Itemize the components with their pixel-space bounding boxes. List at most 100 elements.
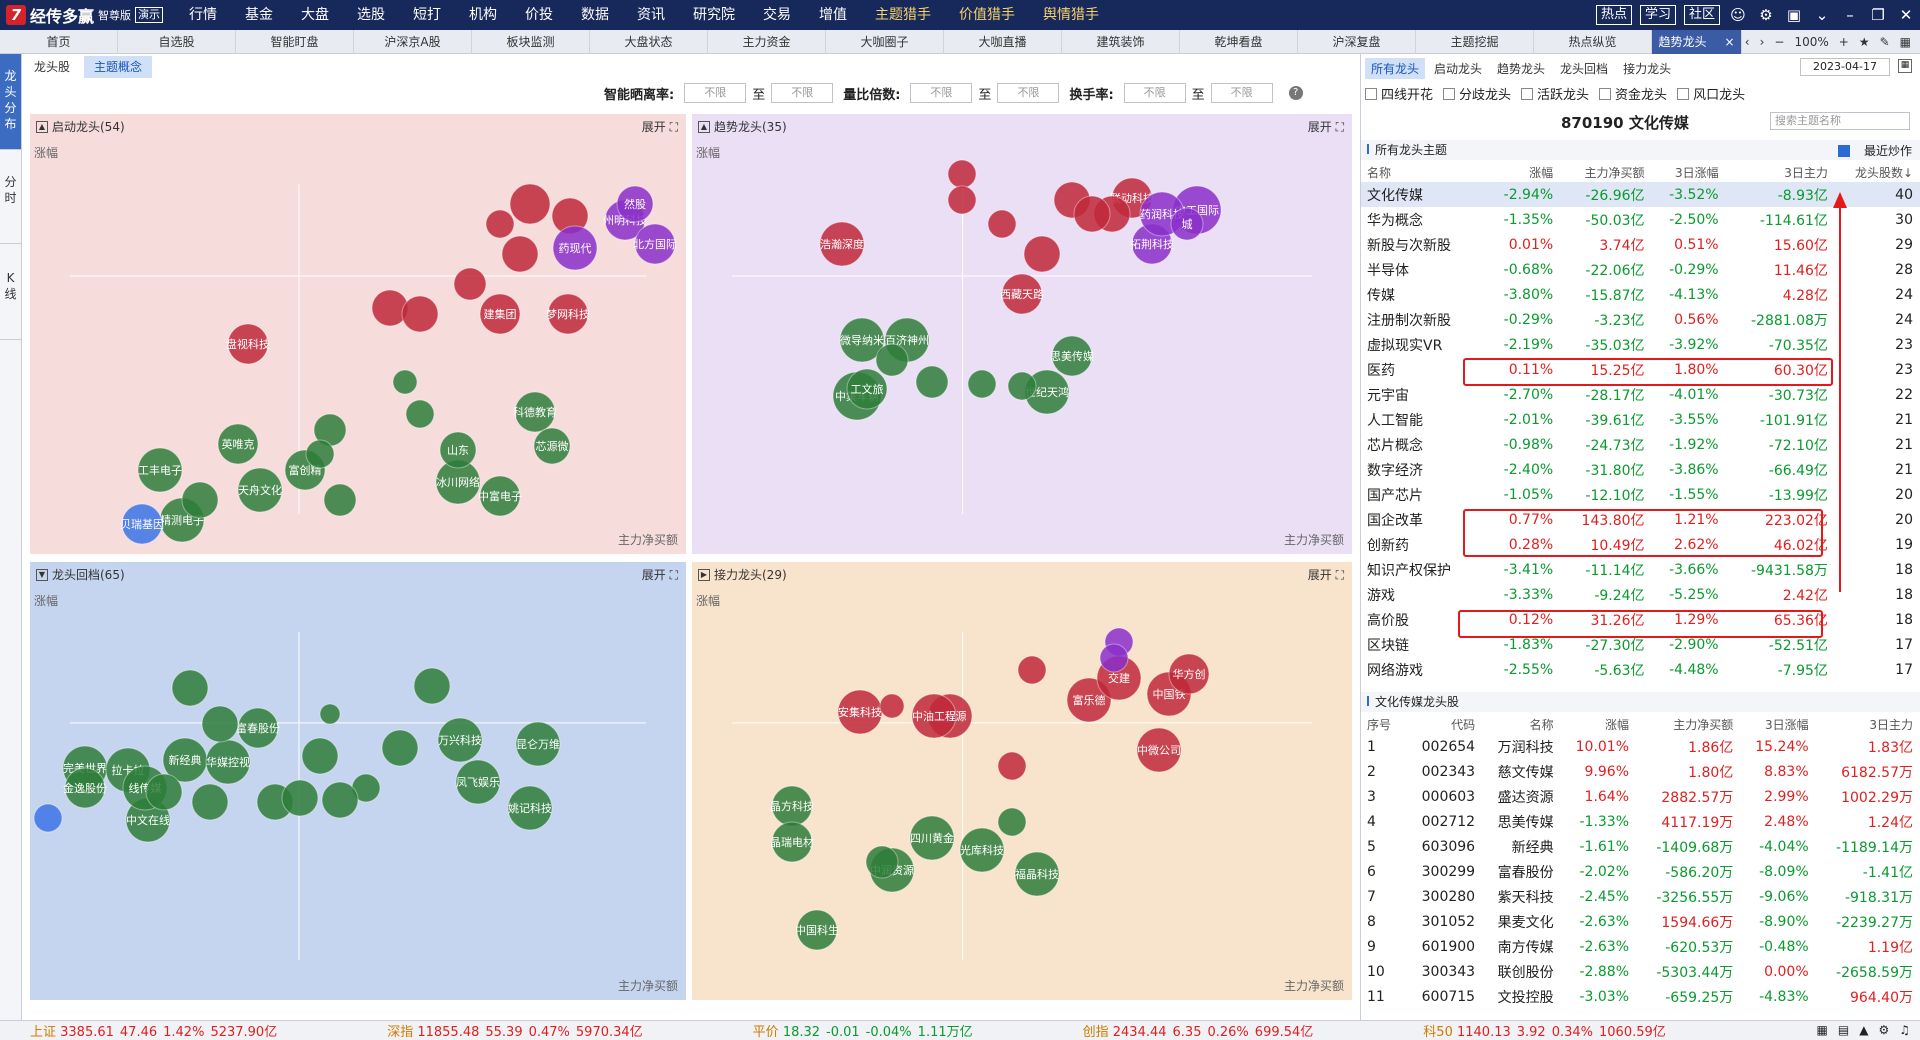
- bubble-circle[interactable]: [915, 365, 949, 399]
- close-icon[interactable]: ×: [1724, 34, 1735, 49]
- table-row[interactable]: 华为概念 -1.35% -50.03亿 -2.50% -114.61亿 30: [1361, 207, 1920, 232]
- stock-bubble[interactable]: 富春股份: [236, 707, 280, 749]
- table-row[interactable]: 11 600715 文投控股 -3.03% -659.25万 -4.83% 964.40万: [1361, 984, 1920, 1009]
- stock-bubble[interactable]: 西藏天路: [1000, 273, 1044, 315]
- column-header[interactable]: 龙头股数↓: [1854, 165, 1913, 180]
- bubble-circle[interactable]: [1023, 235, 1061, 273]
- checkbox-icon[interactable]: [1521, 87, 1534, 100]
- tab-item[interactable]: 自选股: [118, 29, 236, 54]
- leader-tab[interactable]: 所有龙头: [1365, 58, 1426, 79]
- stock-bubble[interactable]: [485, 209, 515, 239]
- bubble-circle[interactable]: [533, 427, 571, 465]
- filter-checkbox[interactable]: 资金龙头: [1599, 84, 1667, 103]
- table-row[interactable]: 芯片概念 -0.98% -24.73亿 -1.92% -72.10亿 21: [1361, 432, 1920, 457]
- table-row[interactable]: 人工智能 -2.01% -39.61亿 -3.55% -101.91亿 21: [1361, 407, 1920, 432]
- bubble-circle[interactable]: [959, 827, 1005, 873]
- tab-item[interactable]: 主力资金: [708, 29, 826, 54]
- stock-bubble[interactable]: 工文旅: [846, 368, 888, 410]
- close-icon[interactable]: ✕: [1899, 6, 1913, 24]
- tab-item[interactable]: 乾坤看盘: [1180, 29, 1298, 54]
- bubble-circle[interactable]: [616, 185, 654, 223]
- restore-icon[interactable]: ❐: [1871, 6, 1885, 24]
- table-row[interactable]: 新股与次新股 0.01% 3.74亿 0.51% 15.60亿 29: [1361, 232, 1920, 257]
- app-logo[interactable]: 7 经传多赢 智尊版 演示: [0, 0, 169, 30]
- filter-checkbox[interactable]: 分歧龙头: [1443, 84, 1511, 103]
- bubble-circle[interactable]: [547, 293, 589, 335]
- bubble-circle[interactable]: [634, 223, 676, 265]
- expand-button[interactable]: 展开 ⛶: [641, 568, 678, 582]
- stock-bubble[interactable]: 金逸股份: [63, 767, 107, 809]
- subtab-theme-concept[interactable]: 主题概念: [84, 56, 153, 78]
- bubble-circle[interactable]: [1170, 207, 1204, 241]
- table-row[interactable]: 数字经济 -2.40% -31.80亿 -3.86% -66.49亿 21: [1361, 457, 1920, 482]
- bubble-circle[interactable]: [64, 767, 106, 809]
- bubble-circle[interactable]: [405, 399, 435, 429]
- bubble-circle[interactable]: [875, 343, 909, 377]
- column-header[interactable]: 3日涨幅: [1765, 717, 1809, 732]
- stock-bubble[interactable]: 华方创: [1168, 653, 1210, 695]
- stock-bubble[interactable]: 北方国际: [633, 223, 677, 265]
- settings-icon[interactable]: ⚙: [1878, 1023, 1890, 1037]
- tab-item[interactable]: 主题挖掘: [1416, 29, 1534, 54]
- table-row[interactable]: 8 301052 果麦文化 -2.63% 1594.66万 -8.90% -2239.27万: [1361, 909, 1920, 934]
- bubble-circle[interactable]: [909, 815, 955, 861]
- column-header[interactable]: 名称: [1529, 717, 1554, 732]
- bell-icon[interactable]: ♫: [1899, 1023, 1910, 1037]
- index-item[interactable]: 创指 2434.44 6.35 0.26% 699.54亿: [1083, 1021, 1314, 1040]
- stock-bubble[interactable]: 盘视科技: [226, 323, 270, 365]
- leader-tab[interactable]: 龙头回档: [1560, 62, 1609, 76]
- stock-bubble[interactable]: [875, 343, 909, 377]
- bubble-circle[interactable]: [319, 703, 341, 725]
- tab-item[interactable]: 建筑装饰: [1062, 29, 1180, 54]
- table-row[interactable]: 6 300299 富春股份 -2.02% -586.20万 -8.09% -1.41亿: [1361, 859, 1920, 884]
- stock-bubble[interactable]: [1023, 235, 1061, 273]
- table-row[interactable]: 区块链 -1.83% -27.30亿 -2.90% -52.51亿 17: [1361, 632, 1920, 657]
- stock-bubble[interactable]: 光库科技: [959, 827, 1005, 873]
- stock-bubble[interactable]: 科德教育: [513, 391, 557, 433]
- bubble-circle[interactable]: [137, 447, 183, 493]
- vtab-intraday[interactable]: 分时: [0, 150, 21, 244]
- bubble-circle[interactable]: [509, 183, 551, 225]
- stock-bubble[interactable]: [321, 781, 359, 819]
- stock-bubble[interactable]: 四川黄金: [909, 815, 955, 861]
- stock-bubble[interactable]: 晶瑞电材: [770, 821, 814, 863]
- turnover-min-input[interactable]: 不限: [1123, 83, 1186, 103]
- stock-bubble[interactable]: [987, 209, 1017, 239]
- chevron-down-icon[interactable]: ⌄: [1815, 6, 1829, 24]
- tab-item[interactable]: 大咖直播: [944, 29, 1062, 54]
- table-row[interactable]: 半导体 -0.68% -22.06亿 -0.29% 11.46亿 28: [1361, 257, 1920, 282]
- theme-search-input[interactable]: 搜索主题名称: [1770, 112, 1910, 130]
- bubble-circle[interactable]: [381, 729, 419, 767]
- stock-bubble[interactable]: 贝瑞基因: [120, 503, 164, 545]
- stock-bubble[interactable]: 天舟文化: [237, 467, 283, 513]
- column-header[interactable]: 序号: [1367, 717, 1392, 732]
- stock-bubble[interactable]: [865, 845, 899, 879]
- chevron-right-icon[interactable]: ›: [1759, 35, 1765, 49]
- stock-bubble[interactable]: [405, 399, 435, 429]
- bubble-circle[interactable]: [997, 751, 1027, 781]
- table-row[interactable]: 5 603096 新经典 -1.61% -1409.68万 -4.04% -1189.14万: [1361, 834, 1920, 859]
- column-header[interactable]: 主力净买额: [1584, 165, 1645, 180]
- window-icon[interactable]: ▣: [1786, 6, 1802, 24]
- vtab-distribution[interactable]: 龙头分布: [0, 54, 21, 150]
- stock-bubble[interactable]: 英唯克: [217, 423, 259, 465]
- checkbox-icon[interactable]: [1837, 144, 1850, 157]
- menu-item[interactable]: 研究院: [693, 7, 736, 23]
- table-row[interactable]: 高价股 0.12% 31.26亿 1.29% 65.36亿 18: [1361, 607, 1920, 632]
- bubble-circle[interactable]: [1168, 653, 1210, 695]
- menu-item[interactable]: 数据: [581, 7, 610, 23]
- stock-bubble[interactable]: 芯源微: [533, 427, 571, 465]
- stock-bubble[interactable]: [201, 705, 239, 743]
- grid-icon[interactable]: ▦: [1899, 35, 1911, 49]
- stock-bubble[interactable]: [1017, 655, 1047, 685]
- stock-bubble[interactable]: 城: [1170, 207, 1204, 241]
- learn-button[interactable]: 学习: [1639, 5, 1676, 25]
- bubble-circle[interactable]: [507, 785, 553, 831]
- table-row[interactable]: 元宇宙 -2.70% -28.17亿 -4.01% -30.73亿 22: [1361, 382, 1920, 407]
- stock-bubble[interactable]: [323, 483, 357, 517]
- minimize-icon[interactable]: –: [1846, 6, 1854, 24]
- ratio-max-input[interactable]: 不限: [771, 83, 834, 103]
- stock-bubble[interactable]: 昆仑万维: [515, 721, 561, 767]
- column-header[interactable]: 3日主力: [1784, 165, 1828, 180]
